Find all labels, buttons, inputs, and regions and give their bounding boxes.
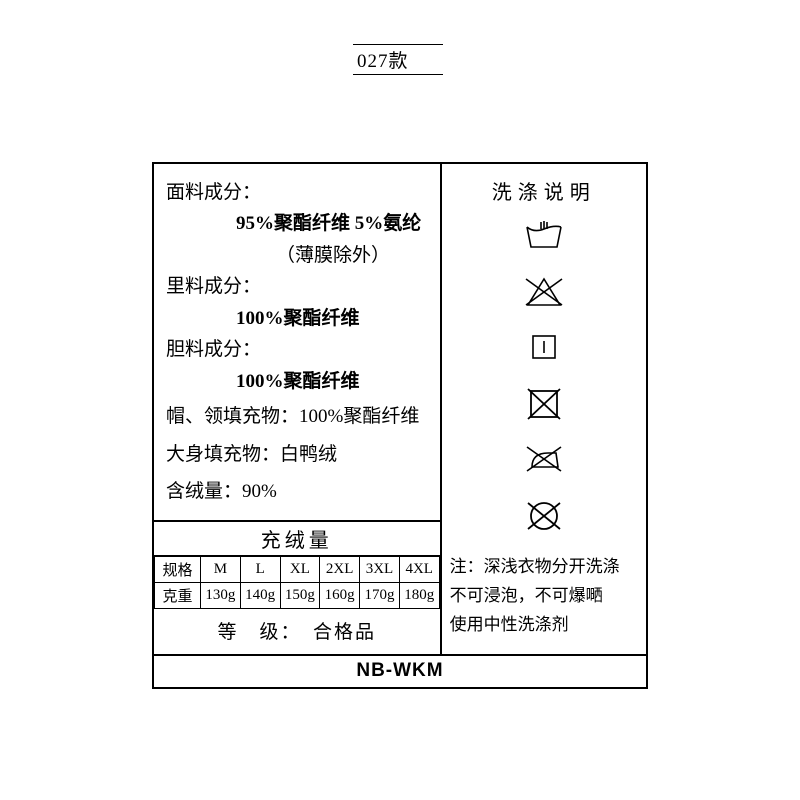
spec-label: 规格 [155, 557, 201, 583]
no-bleach-icon [524, 275, 564, 309]
cap-collar-fill: 帽、领填充物：100%聚酯纤维 [166, 402, 430, 431]
footer-code: NB-WKM [154, 656, 646, 687]
body-fill: 大身填充物：白鸭绒 [166, 440, 430, 469]
weight-cell: 140g [240, 583, 280, 609]
care-icons [448, 219, 640, 533]
weight-cell: 160g [320, 583, 360, 609]
shell-label: 胆料成分： [166, 335, 430, 364]
care-label: 面料成分： 95%聚酯纤维 5%氨纶 （薄膜除外） 里料成分： 100%聚酯纤维… [152, 162, 648, 689]
wash-note-2: 不可浸泡，不可爆嗮 [450, 582, 638, 611]
no-iron-icon [524, 443, 564, 477]
style-number: 027款 [353, 44, 443, 75]
size-cell: L [240, 557, 280, 583]
size-cell: M [201, 557, 241, 583]
weight-label: 克重 [155, 583, 201, 609]
materials-block: 面料成分： 95%聚酯纤维 5%氨纶 （薄膜除外） 里料成分： 100%聚酯纤维… [154, 164, 440, 522]
fill-table: 规格 M L XL 2XL 3XL 4XL 克重 130g 140g 150g … [154, 556, 440, 609]
no-dryclean-icon [524, 499, 564, 533]
lining-label: 里料成分： [166, 272, 430, 301]
table-row: 克重 130g 140g 150g 160g 170g 180g [155, 583, 440, 609]
fabric-value: 95%聚酯纤维 5%氨纶 [166, 209, 430, 238]
weight-cell: 180g [399, 583, 439, 609]
no-tumble-dry-icon [524, 387, 564, 421]
wash-note-1: 注：深浅衣物分开洗涤 [450, 553, 638, 582]
left-column: 面料成分： 95%聚酯纤维 5%氨纶 （薄膜除外） 里料成分： 100%聚酯纤维… [154, 164, 442, 654]
size-cell: 3XL [360, 557, 400, 583]
fabric-label: 面料成分： [166, 178, 430, 207]
wash-title: 洗涤说明 [448, 176, 640, 205]
lining-value: 100%聚酯纤维 [166, 304, 430, 333]
table-row: 规格 M L XL 2XL 3XL 4XL [155, 557, 440, 583]
fill-table-title: 充绒量 [154, 522, 440, 556]
down-content: 含绒量：90% [166, 477, 430, 506]
size-cell: 2XL [320, 557, 360, 583]
right-column: 洗涤说明 [442, 164, 646, 654]
size-cell: 4XL [399, 557, 439, 583]
wash-notes: 注：深浅衣物分开洗涤 不可浸泡，不可爆嗮 使用中性洗涤剂 [448, 553, 640, 640]
weight-cell: 170g [360, 583, 400, 609]
weight-cell: 150g [280, 583, 320, 609]
fabric-note: （薄膜除外） [166, 241, 430, 270]
wash-note-3: 使用中性洗涤剂 [450, 611, 638, 640]
hand-wash-icon [524, 219, 564, 253]
shell-value: 100%聚酯纤维 [166, 367, 430, 396]
dry-icon [524, 331, 564, 365]
weight-cell: 130g [201, 583, 241, 609]
grade: 等 级： 合格品 [154, 609, 440, 654]
size-cell: XL [280, 557, 320, 583]
